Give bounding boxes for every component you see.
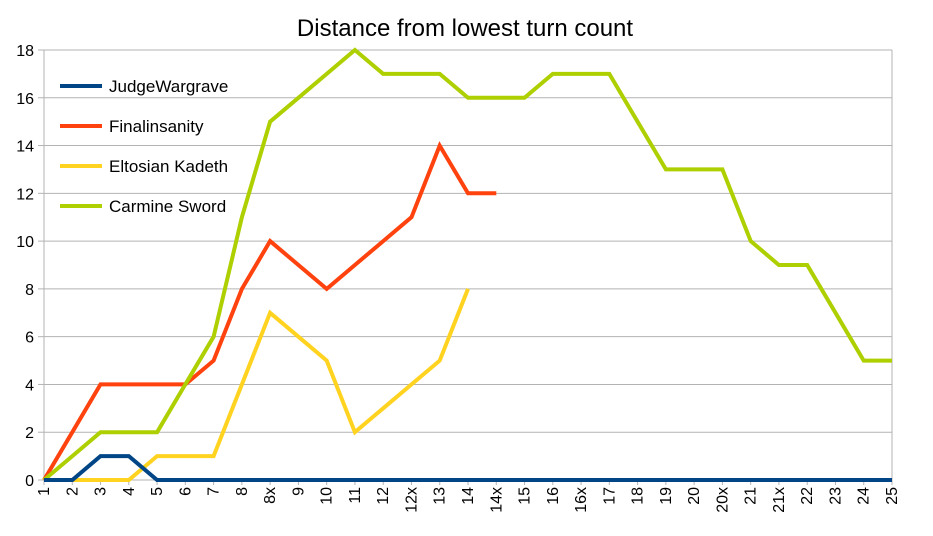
x-tick-label: 16 [545,487,562,505]
x-tick-label: 20 [686,487,703,505]
x-tick-label: 21x [771,487,788,513]
legend-label: Carmine Sword [109,197,226,216]
x-tick-label: 1 [36,487,53,496]
x-tick-label: 18 [630,487,647,505]
y-tick-label: 6 [25,330,34,347]
series-line-carmine-sword [42,47,892,482]
x-tick-label: 12x [403,487,420,513]
x-tick-label: 25 [884,487,901,505]
x-tick-label: 13 [432,487,449,505]
x-tick-label: 6 [177,487,194,496]
series-line-eltosian-kadeth [44,288,470,482]
x-tick-label: 21 [743,487,760,505]
x-tick-label: 19 [658,487,675,505]
y-tick-label: 0 [25,473,34,490]
x-tick-label: 5 [149,487,166,496]
legend-label: Finalinsanity [109,117,204,136]
x-tick-label: 16x [573,487,590,513]
legend: JudgeWargrave Finalinsanity Eltosian Kadet… [60,77,228,216]
x-tick-label: 20x [714,487,731,513]
x-tick-label: 9 [290,487,307,496]
x-tick-label: 8 [234,487,251,496]
y-axis-ticks: 0 2 4 6 8 10 12 14 16 18 [16,43,34,490]
x-tick-label: 3 [93,487,110,496]
y-tick-label: 12 [16,186,34,203]
x-tick-label: 4 [121,487,138,496]
y-tick-label: 4 [25,377,34,394]
y-tick-label: 8 [25,282,34,299]
chart-title: Distance from lowest turn count [297,15,633,42]
y-tick-label: 10 [16,234,34,251]
y-tick-label: 14 [16,139,34,156]
series-line-judgewargrave [44,454,892,482]
x-tick-label: 2 [64,487,81,496]
y-tick-label: 16 [16,91,34,108]
series-line-finalinsanity [42,141,497,482]
x-tick-label: 11 [347,487,364,504]
x-tick-label: 7 [206,487,223,496]
x-tick-label: 24 [856,487,873,505]
x-tick-label: 22 [799,487,816,505]
x-tick-label: 10 [319,487,336,505]
x-tick-label: 14x [488,487,505,513]
x-tick-label: 12 [375,487,392,505]
x-tick-label: 23 [827,487,844,505]
x-tick-label: 15 [517,487,534,505]
y-tick-label: 18 [16,43,34,60]
x-tick-label: 14 [460,487,477,505]
x-axis-ticks: 1 2 3 4 5 6 7 8 8x 9 10 11 12 12x 13 14 14x 15 16 16x 17 18 19… [36,487,901,513]
series-lines [42,47,892,482]
y-tick-label: 2 [25,425,34,442]
legend-label: JudgeWargrave [109,77,228,96]
legend-label: Eltosian Kadeth [109,157,228,176]
x-tick-label: 8x [262,487,279,504]
x-tick-label: 17 [601,487,618,505]
